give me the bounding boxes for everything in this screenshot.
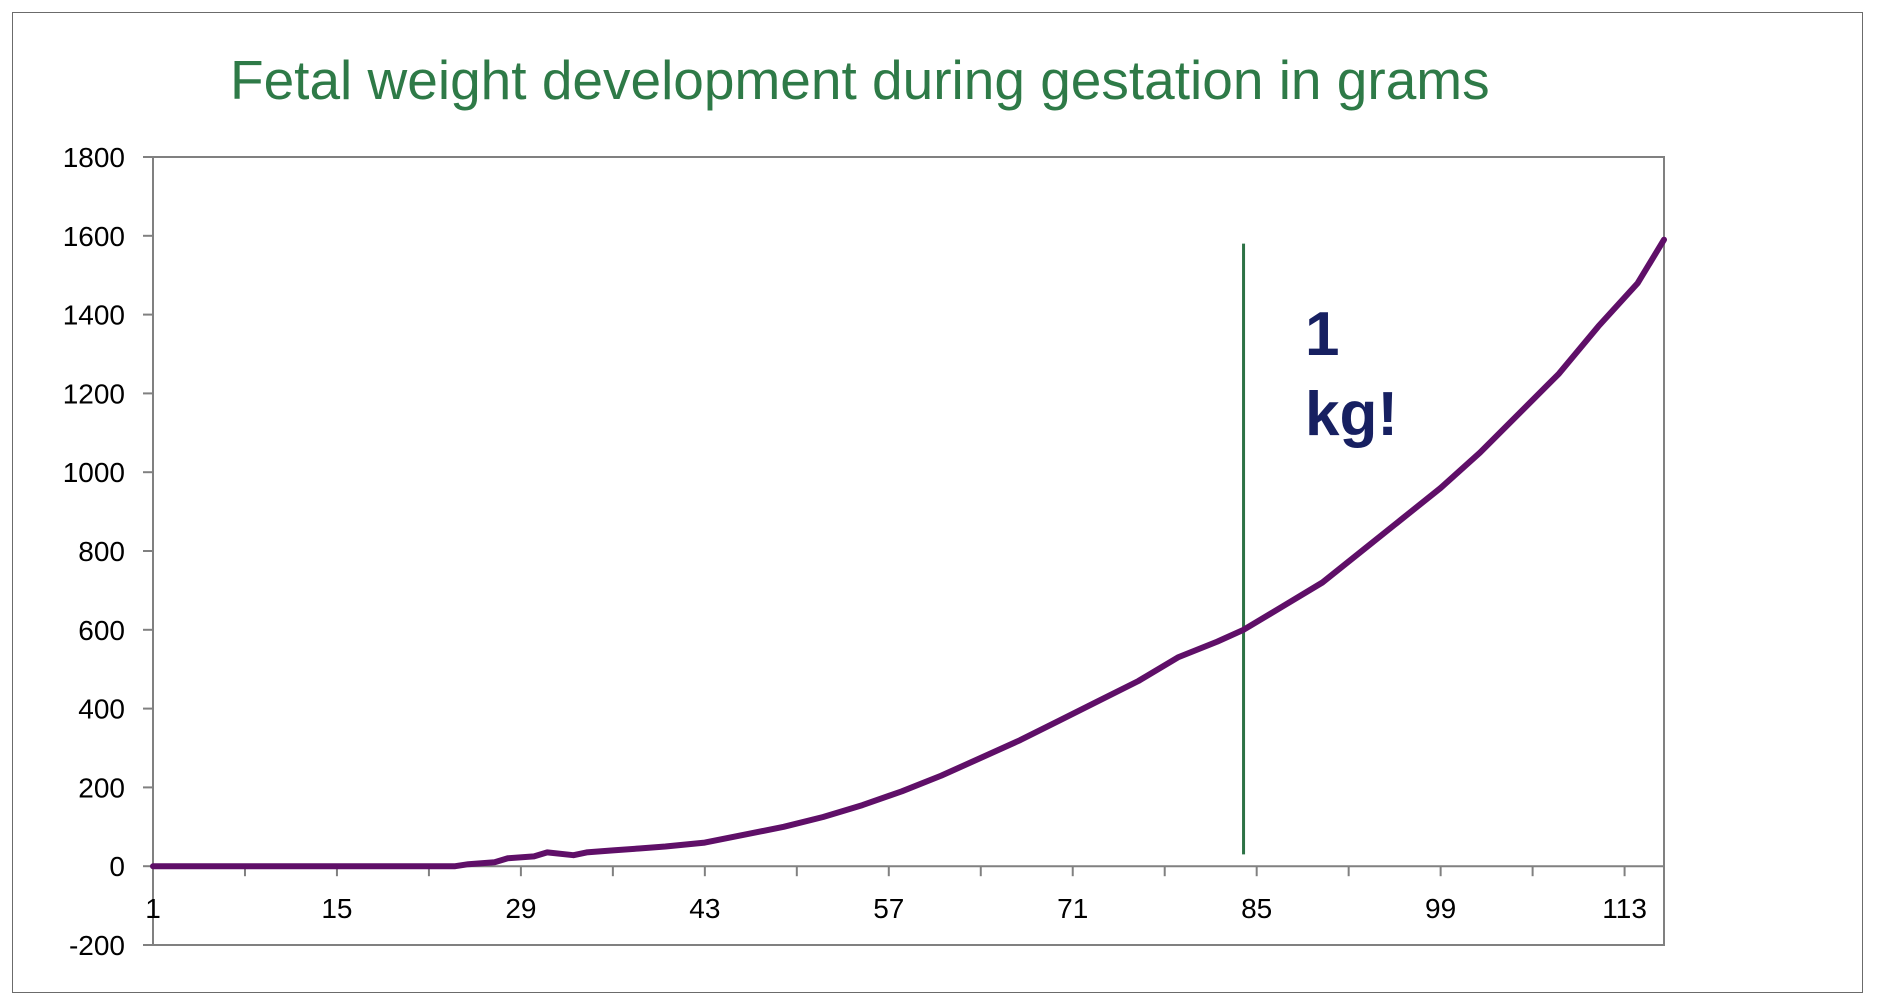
x-tick-label: 15 <box>321 893 352 924</box>
x-tick-label: 57 <box>873 893 904 924</box>
x-tick-label: 113 <box>1602 893 1647 924</box>
chart-frame <box>12 12 1863 993</box>
x-tick-label: 71 <box>1057 893 1088 924</box>
y-tick-label: 1000 <box>63 457 125 488</box>
y-tick-label: 0 <box>109 851 125 882</box>
x-tick-label: 99 <box>1425 893 1456 924</box>
y-tick-label: 1600 <box>63 221 125 252</box>
y-tick-label: 400 <box>78 694 125 725</box>
weight-series-line <box>150 236 1667 870</box>
y-tick-label: 1800 <box>63 142 125 173</box>
annotation-line-1: 1 <box>1305 300 1339 369</box>
plot-area <box>152 156 1665 946</box>
y-tick-label: -200 <box>69 930 125 961</box>
annotation-line-2: kg! <box>1305 380 1398 449</box>
x-tick-label: 85 <box>1241 893 1272 924</box>
y-tick-label: 200 <box>78 772 125 803</box>
x-tick-label: 1 <box>145 893 161 924</box>
x-axis-ticks: 1 15 29 43 57 71 85 99 113 <box>145 866 1647 924</box>
y-tick-label: 600 <box>78 615 125 646</box>
y-tick-label: 1400 <box>63 300 125 331</box>
y-tick-label: 1200 <box>63 378 125 409</box>
chart-title: Fetal weight development during gestatio… <box>230 49 1490 111</box>
x-tick-label: 29 <box>505 893 536 924</box>
y-tick-label: 800 <box>78 536 125 567</box>
x-tick-label: 43 <box>689 893 720 924</box>
y-axis-ticks: -200 0 200 400 600 800 1000 1200 1400 1600 1800 <box>63 142 153 961</box>
